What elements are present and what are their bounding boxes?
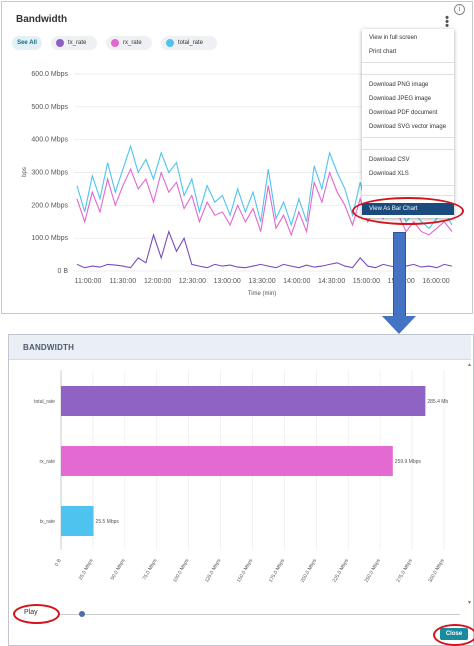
y-tick-label: 300.0 Mbps	[31, 170, 68, 177]
see-all-button[interactable]: See All	[12, 36, 42, 50]
x-tick-label: 12:30:00	[179, 278, 206, 285]
x-tick-label: 15:00:00	[353, 278, 380, 285]
slider-handle[interactable]	[79, 611, 85, 617]
menu-item-print[interactable]: Print chart	[369, 49, 397, 55]
down-arrow-head-icon	[382, 316, 416, 334]
y-tick-label: 500.0 Mbps	[31, 104, 68, 111]
menu-divider	[362, 195, 454, 196]
category-label: rx_rate	[39, 459, 55, 465]
y-tick-label: 100.0 Mbps	[31, 235, 68, 242]
scroll-up-icon[interactable]: ▲	[467, 362, 472, 368]
x-tick-label: 12:00:00	[144, 278, 171, 285]
menu-divider	[362, 137, 454, 138]
legend-label: total_rate	[178, 40, 204, 46]
menu-item-download-csv[interactable]: Download CSV	[369, 157, 410, 163]
x-tick-label: 13:00:00	[214, 278, 241, 285]
legend-item-total-rate[interactable]: total_rate	[161, 36, 217, 50]
x-tick-label: 14:00:00	[283, 278, 310, 285]
highlight-oval	[352, 197, 464, 225]
legend-dot-icon	[166, 39, 174, 47]
menu-item-full-screen[interactable]: View in full screen	[369, 35, 418, 41]
menu-item-download-png[interactable]: Download PNG image	[369, 82, 429, 88]
category-label: total_rate	[34, 399, 55, 405]
menu-divider	[362, 74, 454, 75]
modal-header	[9, 335, 471, 360]
x-tick-label: 11:30:00	[109, 278, 136, 285]
x-tick-label: 50.0 Mbps	[110, 558, 127, 582]
modal-title: BANDWIDTH	[23, 343, 75, 352]
x-tick-label: 250.0 Mbps	[364, 558, 383, 584]
x-tick-label: 275.0 Mbps	[396, 558, 415, 584]
category-label: tx_rate	[40, 519, 56, 525]
legend-item-tx-rate[interactable]: tx_rate	[51, 36, 97, 50]
panel-title: Bandwidth	[16, 14, 68, 25]
menu-item-download-pdf[interactable]: Download PDF document	[369, 110, 438, 116]
menu-item-download-jpeg[interactable]: Download JPEG image	[369, 96, 432, 102]
legend-dot-icon	[111, 39, 119, 47]
menu-divider	[362, 149, 454, 150]
y-tick-label: 600.0 Mbps	[31, 71, 68, 78]
x-tick-label: 13:30:00	[248, 278, 275, 285]
data-label: 285.4 Mb	[427, 399, 448, 405]
menu-divider	[362, 185, 454, 186]
menu-item-download-xls[interactable]: Download XLS	[369, 171, 409, 177]
menu-divider	[362, 62, 454, 63]
scroll-down-icon[interactable]: ▼	[467, 600, 472, 606]
x-tick-label: 175.0 Mbps	[268, 558, 287, 584]
info-icon[interactable]: i	[454, 4, 465, 15]
x-tick-label: 75.0 Mbps	[142, 558, 159, 582]
highlight-oval	[433, 624, 474, 646]
x-tick-label: 150.0 Mbps	[236, 558, 255, 584]
legend-label: rx_rate	[123, 40, 142, 46]
x-tick-label: 125.0 Mbps	[204, 558, 223, 584]
legend-label: tx_rate	[68, 40, 87, 46]
x-axis-title: Time (min)	[248, 291, 276, 297]
series-line-tx_rate	[76, 229, 453, 269]
data-label: 259.9 Mbps	[395, 459, 422, 465]
x-tick-label: 11:00:00	[75, 278, 102, 285]
data-label: 25.5 Mbps	[96, 519, 120, 525]
bar-total_rate	[61, 386, 426, 416]
legend-item-rx-rate[interactable]: rx_rate	[106, 36, 152, 50]
x-tick-label: 25.0 Mbps	[78, 558, 95, 582]
more-options-icon[interactable]: • • •	[445, 12, 449, 32]
highlight-oval	[13, 604, 60, 624]
x-tick-label: 300.0 Mbps	[427, 558, 446, 584]
y-tick-label: 0 B	[57, 268, 68, 275]
x-tick-label: 16:00:00	[422, 278, 449, 285]
y-tick-label: 200.0 Mbps	[31, 202, 68, 209]
menu-item-download-svg[interactable]: Download SVG vector image	[369, 124, 447, 130]
bar-rx_rate	[61, 446, 393, 476]
x-tick-label: 100.0 Mbps	[172, 558, 191, 584]
y-axis-title: bps	[22, 167, 28, 177]
timeline-slider[interactable]	[60, 614, 460, 615]
legend-dot-icon	[56, 39, 64, 47]
x-tick-label: 0 B	[54, 557, 63, 567]
y-tick-label: 400.0 Mbps	[31, 137, 68, 144]
x-tick-label: 225.0 Mbps	[332, 558, 351, 584]
bar-tx_rate	[61, 506, 94, 536]
x-tick-label: 200.0 Mbps	[300, 558, 319, 584]
x-tick-label: 14:30:00	[318, 278, 345, 285]
